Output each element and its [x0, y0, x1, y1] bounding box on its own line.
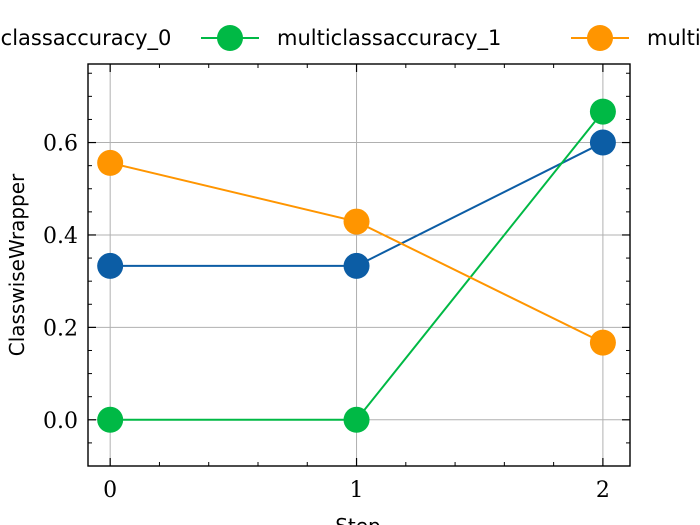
series-3: [97, 149, 616, 356]
legend-item: multiclassaccuracy_0: [0, 26, 171, 51]
axis-ticks: 0 1 2 0.0 0.2 0.4 0.6: [43, 64, 630, 503]
data-point: [97, 406, 124, 433]
series-layer: [97, 98, 616, 433]
legend-label: multiclassaccuracy_0: [0, 26, 171, 51]
legend: multiclassaccuracy_0 multiclassaccuracy_1…: [0, 25, 700, 51]
y-tick-label: 0.2: [43, 316, 78, 341]
legend-label: multiclassaccuracy_1: [277, 26, 501, 51]
data-point: [343, 406, 370, 433]
legend-marker: [587, 25, 613, 51]
legend-marker: [217, 25, 243, 51]
y-tick-label: 0.0: [43, 409, 78, 434]
y-axis-label: ClasswiseWrapper: [5, 173, 29, 356]
data-point: [97, 252, 124, 279]
data-point: [589, 329, 616, 356]
series-1: [97, 129, 616, 279]
y-tick-label: 0.4: [43, 224, 78, 249]
data-point: [589, 98, 616, 125]
data-point: [589, 129, 616, 156]
x-tick-label: 0: [103, 478, 117, 503]
x-tick-label: 1: [350, 478, 364, 503]
series-2: [97, 98, 616, 433]
data-point: [343, 252, 370, 279]
data-point: [97, 149, 124, 176]
legend-label: multiclassaccuracy_2: [647, 26, 700, 51]
legend-item: multiclassaccuracy_1: [201, 25, 501, 51]
data-point: [343, 208, 370, 235]
x-axis-label: Step: [335, 514, 381, 525]
x-tick-label: 2: [596, 478, 610, 503]
y-tick-label: 0.6: [43, 132, 78, 157]
plot-frame: [87, 63, 631, 467]
legend-item: multiclassaccuracy_2: [571, 25, 700, 51]
